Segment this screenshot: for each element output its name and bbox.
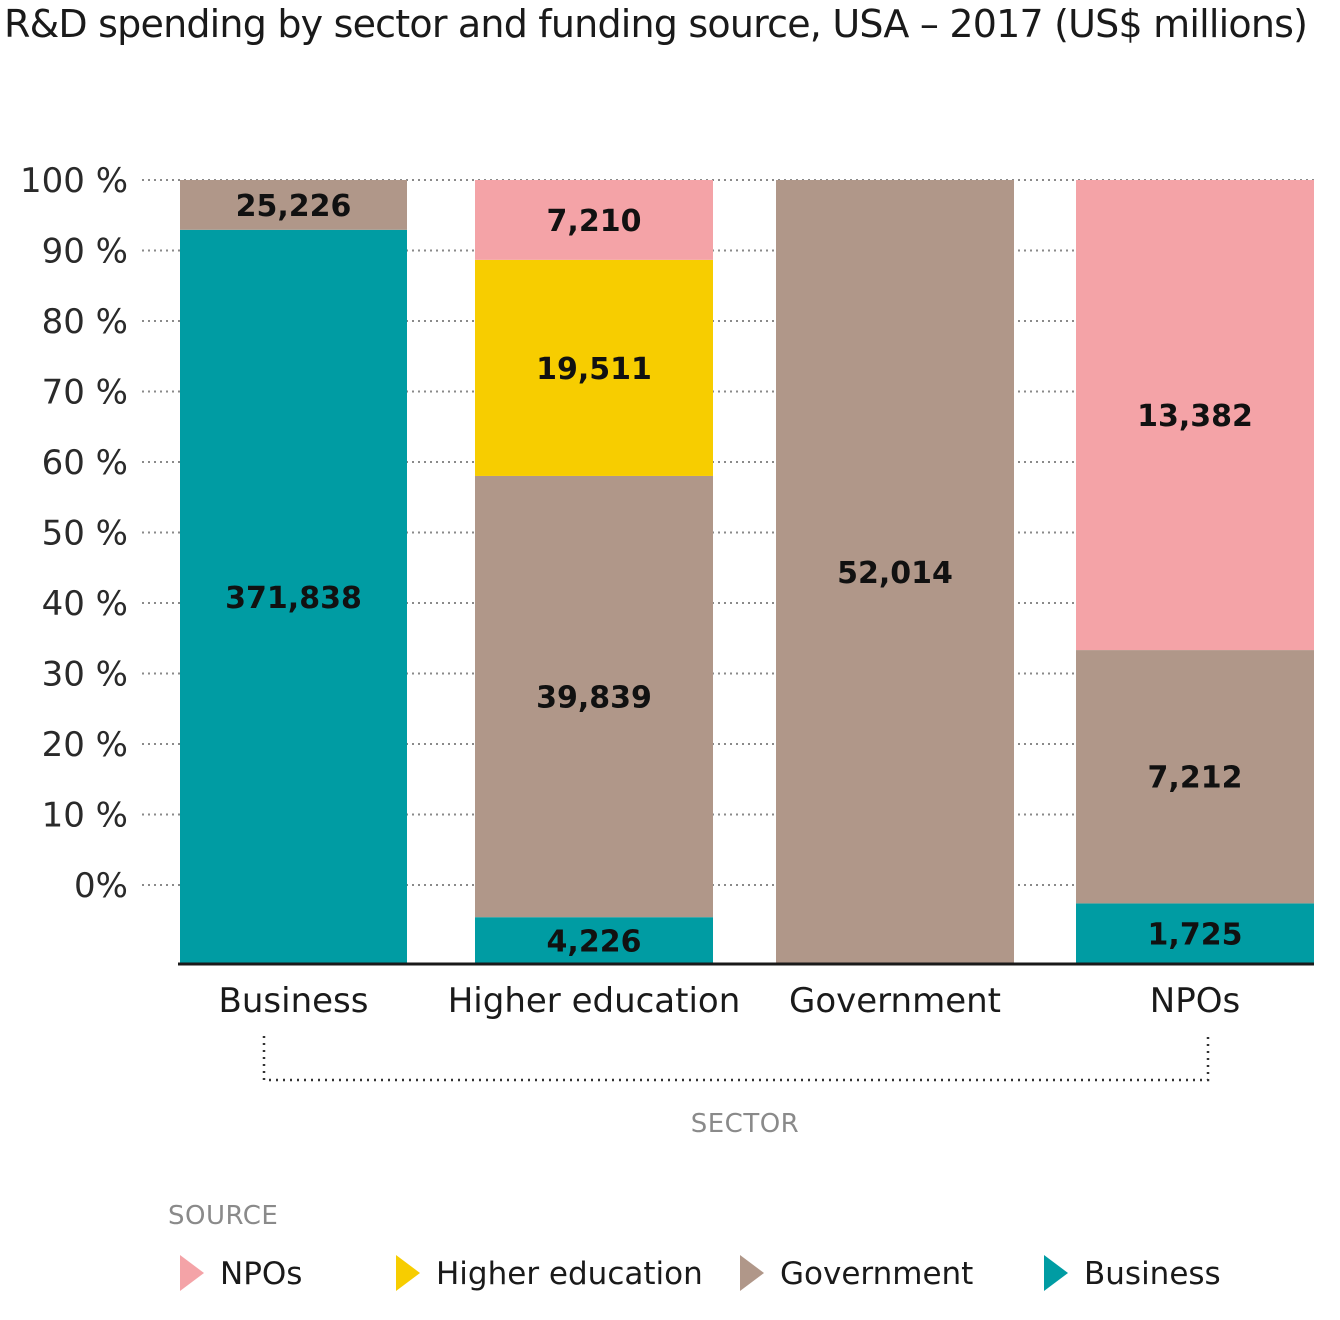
y-tick-label: 30 % [42,655,128,695]
bar-segment-npos-npos [1076,180,1314,651]
category-label-business: Business [219,981,369,1021]
bar-segment-business-government [180,180,407,230]
category-label-government: Government [789,981,1001,1021]
y-axis-ticks: 0% 10 % 20 % 30 % 40 % 50 % 60 % 70 % 80 % 90 % 10… [20,161,128,906]
bar-segment-npos-government [1076,650,1314,904]
data-label: 1,725 [1148,918,1243,953]
bar-segment-higher-education-npos [475,180,713,260]
segment-labels: 371,838 25,226 4,226 39,839 19,511 7,210 52,01… [225,189,1253,960]
legend-label-business: Business [1084,1256,1221,1292]
y-tick-label: 10 % [42,796,128,836]
legend-marker-npos [180,1255,204,1291]
sector-bracket [262,1036,1210,1082]
category-label-higher-education: Higher education [448,981,741,1021]
legend: NPOs Higher education Government Business [180,1255,1221,1292]
data-label: 19,511 [536,352,652,387]
x-axis-categories: Business Higher education Government NPOs [219,981,1241,1021]
legend-marker-business [1044,1255,1068,1291]
legend-label-npos: NPOs [220,1256,302,1292]
data-label: 13,382 [1137,399,1253,434]
y-tick-label: 100 % [20,161,128,201]
y-tick-label: 70 % [42,373,128,413]
y-tick-label: 0% [74,866,128,906]
y-tick-label: 50 % [42,514,128,554]
bar-segment-higher-education-business [475,917,713,964]
legend-marker-government [740,1255,764,1291]
y-tick-label: 40 % [42,584,128,624]
bars [180,180,1314,965]
data-label: 4,226 [547,925,642,960]
legend-title: SOURCE [168,1201,278,1231]
y-tick-label: 80 % [42,302,128,342]
bar-segment-business-business [180,229,407,965]
data-label: 7,210 [547,204,642,239]
chart-title: R&D spending by sector and funding sourc… [4,2,1308,46]
data-label: 25,226 [236,189,352,224]
data-label: 39,839 [536,681,652,716]
y-tick-label: 20 % [42,725,128,765]
data-label: 52,014 [837,556,953,591]
y-tick-label: 60 % [42,443,128,483]
y-tick-label: 90 % [42,232,128,272]
data-label: 371,838 [225,581,362,616]
legend-marker-higher-education [396,1255,420,1291]
bar-segment-npos-business [1076,903,1314,964]
legend-label-government: Government [780,1256,973,1292]
category-label-npos: NPOs [1150,981,1240,1021]
legend-label-higher-education: Higher education [436,1256,703,1292]
data-label: 7,212 [1148,761,1243,796]
bar-segment-higher-education-higher-education [475,259,713,476]
bar-segment-higher-education-government [475,475,713,918]
x-axis-title: SECTOR [691,1109,800,1139]
bar-segment-government-government [776,180,1014,964]
